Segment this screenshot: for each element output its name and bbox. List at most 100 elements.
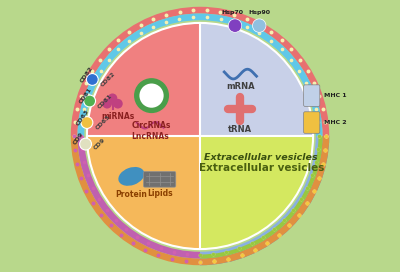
Point <box>197 253 203 257</box>
Point <box>295 212 302 217</box>
Point <box>218 17 224 21</box>
Point <box>290 208 296 212</box>
Point <box>316 175 322 180</box>
Point <box>298 197 304 202</box>
Text: MHC 2: MHC 2 <box>324 120 346 125</box>
Point <box>316 134 322 138</box>
Text: CD81: CD81 <box>97 93 114 109</box>
Text: Extracellular vesicles: Extracellular vesicles <box>204 153 317 162</box>
Point <box>323 134 329 138</box>
Point <box>134 234 140 239</box>
Wedge shape <box>71 7 329 136</box>
Wedge shape <box>200 136 329 265</box>
Point <box>303 81 310 85</box>
Point <box>118 232 125 237</box>
Point <box>78 147 85 152</box>
Point <box>123 227 129 231</box>
Point <box>315 147 322 152</box>
Point <box>169 257 175 261</box>
Point <box>260 234 266 239</box>
Point <box>105 47 112 51</box>
Point <box>78 134 84 138</box>
Circle shape <box>252 19 266 32</box>
Text: MHC 1: MHC 1 <box>324 93 346 98</box>
Wedge shape <box>71 136 200 265</box>
Point <box>217 10 224 14</box>
Point <box>113 218 119 222</box>
Point <box>211 259 217 263</box>
Point <box>315 120 321 124</box>
Point <box>268 38 274 43</box>
Text: CD82: CD82 <box>100 71 116 88</box>
Point <box>323 134 329 138</box>
Point <box>74 107 80 111</box>
Text: miRNAs: miRNAs <box>101 112 134 121</box>
Point <box>311 81 318 85</box>
Wedge shape <box>200 23 313 136</box>
Point <box>271 227 277 231</box>
Point <box>82 81 89 85</box>
Point <box>298 197 304 202</box>
Point <box>197 260 203 264</box>
Point <box>197 260 203 264</box>
Point <box>223 250 230 254</box>
Point <box>238 253 245 257</box>
Point <box>275 232 282 237</box>
Point <box>286 223 292 227</box>
Text: Hsp90: Hsp90 <box>248 10 270 15</box>
Point <box>310 188 317 193</box>
Point <box>244 17 250 21</box>
Point <box>281 218 287 222</box>
Wedge shape <box>78 136 200 258</box>
Point <box>163 13 170 17</box>
Point <box>72 148 78 152</box>
Point <box>137 31 144 35</box>
Point <box>150 17 156 21</box>
Point <box>184 252 190 256</box>
Point <box>316 94 323 98</box>
Point <box>81 106 88 111</box>
Point <box>248 241 255 245</box>
Point <box>78 134 84 138</box>
Point <box>288 57 294 62</box>
Point <box>295 212 302 217</box>
Point <box>96 197 102 202</box>
Point <box>278 38 285 42</box>
Wedge shape <box>87 23 200 136</box>
Point <box>264 240 270 245</box>
Point <box>104 208 110 212</box>
Wedge shape <box>200 136 322 258</box>
Point <box>288 47 295 51</box>
Circle shape <box>80 138 92 150</box>
Point <box>130 240 136 245</box>
Point <box>309 173 316 177</box>
Ellipse shape <box>118 167 144 186</box>
Point <box>286 223 292 227</box>
Point <box>72 120 78 125</box>
Point <box>71 134 77 138</box>
Point <box>322 120 328 125</box>
Point <box>256 23 262 27</box>
Point <box>296 69 303 73</box>
Point <box>204 8 210 12</box>
Point <box>163 20 169 24</box>
Point <box>190 15 196 19</box>
Point <box>310 188 317 193</box>
Point <box>304 186 310 190</box>
Circle shape <box>81 117 93 128</box>
Point <box>231 20 237 24</box>
Text: CD81: CD81 <box>78 86 93 105</box>
Point <box>176 17 182 21</box>
Circle shape <box>113 99 123 109</box>
Point <box>309 93 315 97</box>
Point <box>316 175 322 180</box>
Point <box>271 227 277 231</box>
Point <box>126 38 132 43</box>
Point <box>320 162 326 166</box>
Point <box>264 240 270 245</box>
Text: LncRNAs: LncRNAs <box>131 132 169 141</box>
Point <box>275 232 282 237</box>
Wedge shape <box>87 136 200 249</box>
Point <box>155 253 162 257</box>
Text: CD63: CD63 <box>76 108 90 126</box>
